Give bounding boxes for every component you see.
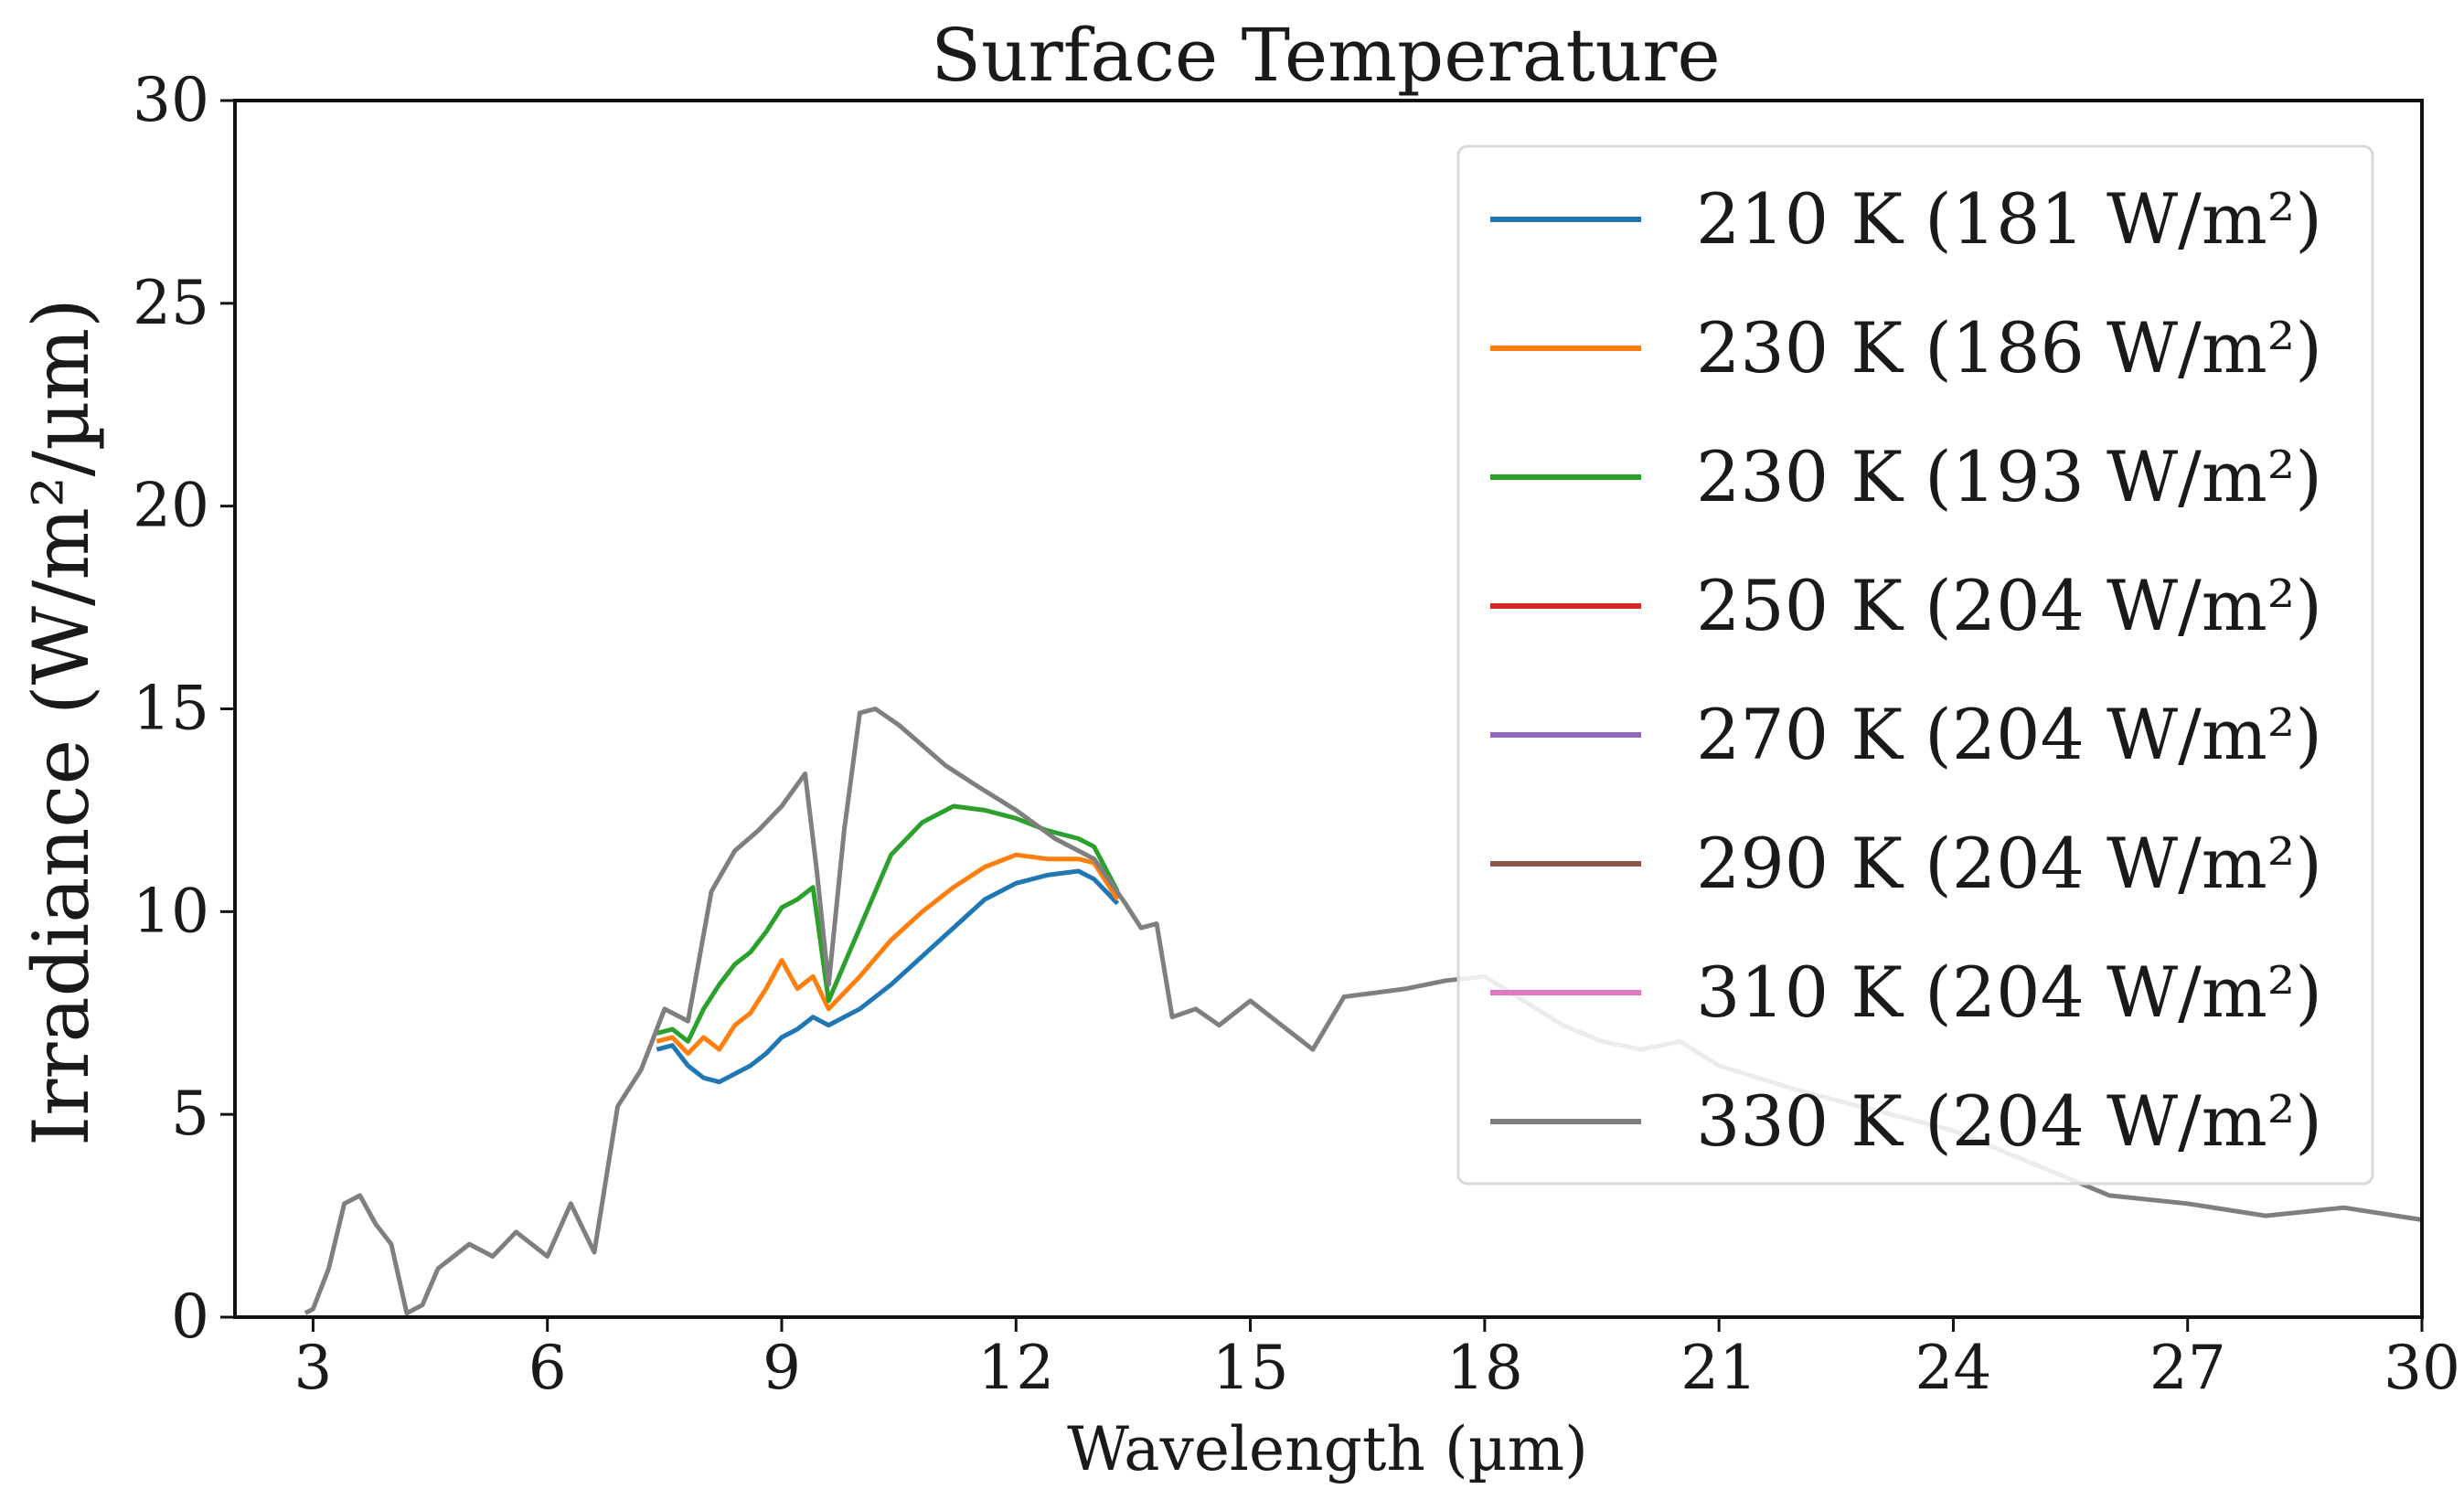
y-tick-label-3: 15 xyxy=(133,674,209,744)
legend-box xyxy=(1456,144,2374,1186)
x-tick-label-2: 9 xyxy=(763,1333,801,1403)
series-line-1 xyxy=(656,852,1120,1057)
y-tick-label-0: 0 xyxy=(171,1282,209,1352)
y-axis-label: Irradiance (W/m²/µm) xyxy=(16,298,106,1146)
legend-label-3: 250 K (204 W/m²) xyxy=(1696,565,2322,646)
y-tick-label-5: 25 xyxy=(133,268,209,338)
legend: 210 K (181 W/m²) 230 K (186 W/m²) 230 K (1… xyxy=(1456,144,2374,1186)
y-tick-label-4: 20 xyxy=(133,471,209,541)
legend-label-5: 290 K (204 W/m²) xyxy=(1696,823,2322,904)
y-tick-label-6: 30 xyxy=(133,65,209,135)
x-tick-label-3: 12 xyxy=(977,1333,1054,1403)
x-tick-label-7: 24 xyxy=(1915,1333,1991,1403)
series-line-0 xyxy=(656,868,1120,1085)
x-tick-label-9: 30 xyxy=(2384,1333,2460,1403)
y-tick-label-1: 5 xyxy=(171,1079,209,1149)
plot-frame xyxy=(233,99,2424,1319)
chart-title: Surface Temperature xyxy=(931,13,1721,98)
legend-label-2: 230 K (193 W/m²) xyxy=(1696,436,2322,517)
x-axis: 3 6 9 12 15 18 21 24 27 30 xyxy=(293,1317,2460,1403)
x-tick-label-5: 18 xyxy=(1446,1333,1523,1403)
x-tick-label-1: 6 xyxy=(528,1333,567,1403)
y-tick-label-2: 10 xyxy=(133,876,209,946)
y-axis: 0 5 10 15 20 25 30 xyxy=(133,65,235,1352)
x-tick-label-6: 21 xyxy=(1680,1333,1757,1403)
legend-label-6: 310 K (204 W/m²) xyxy=(1696,952,2322,1033)
legend-label-1: 230 K (186 W/m²) xyxy=(1696,307,2322,388)
legend-label-0: 210 K (181 W/m²) xyxy=(1696,178,2322,260)
x-axis-label: Wavelength (µm) xyxy=(1067,1414,1588,1484)
series-line-2 xyxy=(656,803,1120,1044)
legend-label-4: 270 K (204 W/m²) xyxy=(1696,694,2322,775)
x-tick-label-4: 15 xyxy=(1212,1333,1289,1403)
x-tick-label-8: 27 xyxy=(2149,1333,2226,1403)
x-tick-label-0: 3 xyxy=(293,1333,332,1403)
legend-label-7: 330 K (204 W/m²) xyxy=(1696,1080,2322,1162)
